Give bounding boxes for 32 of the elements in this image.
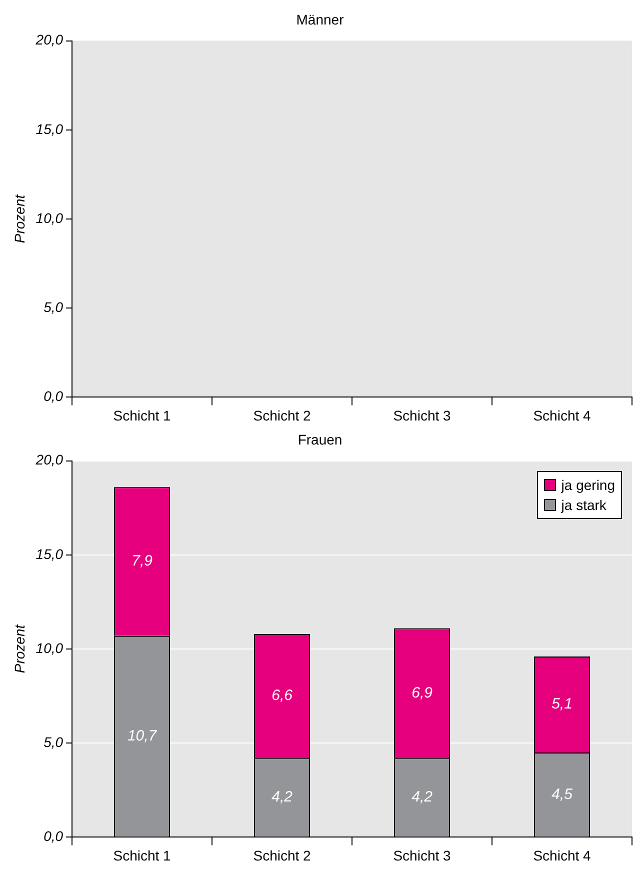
x-tick-label: Schicht 4 [533, 847, 592, 864]
data-label: 4,5 [552, 786, 574, 803]
data-label: 6,6 [272, 687, 294, 704]
data-label: 5,1 [552, 696, 572, 713]
data-label: 7,9 [132, 552, 154, 570]
y-axis-title: Prozent [11, 194, 28, 244]
x-tick-label: Schicht 3 [393, 407, 452, 424]
x-tick-label: Schicht 2 [253, 407, 312, 424]
x-tick-label: Schicht 2 [253, 847, 312, 864]
y-tick-label: 10,0 [36, 640, 64, 656]
data-label: 10,7 [127, 727, 158, 744]
legend-label: ja gering [561, 476, 615, 495]
y-tick-label: 5,0 [44, 734, 64, 750]
data-label: 4,2 [412, 788, 434, 806]
data-label: 4,2 [272, 788, 294, 806]
data-label: 6,9 [412, 684, 434, 702]
x-tick-label: Schicht 1 [113, 847, 172, 864]
y-tick-label: 20,0 [34, 452, 64, 468]
y-tick-label: 5,0 [44, 298, 64, 315]
x-tick-label: Schicht 3 [393, 847, 452, 864]
chart-title: Männer [296, 11, 344, 28]
y-tick-label: 10,0 [36, 210, 64, 226]
y-tick-label: 15,0 [36, 120, 64, 137]
y-tick-label: 0,0 [44, 388, 64, 404]
y-axis-title: Prozent [11, 624, 28, 674]
x-tick-label: Schicht 1 [113, 407, 172, 424]
chart-title: Frauen [298, 431, 342, 448]
legend-label: ja stark [561, 496, 606, 515]
x-tick-label: Schicht 4 [533, 407, 592, 424]
y-tick-label: 15,0 [36, 546, 64, 562]
y-tick-label: 20,0 [34, 32, 64, 48]
y-tick-label: 0,0 [44, 828, 64, 844]
